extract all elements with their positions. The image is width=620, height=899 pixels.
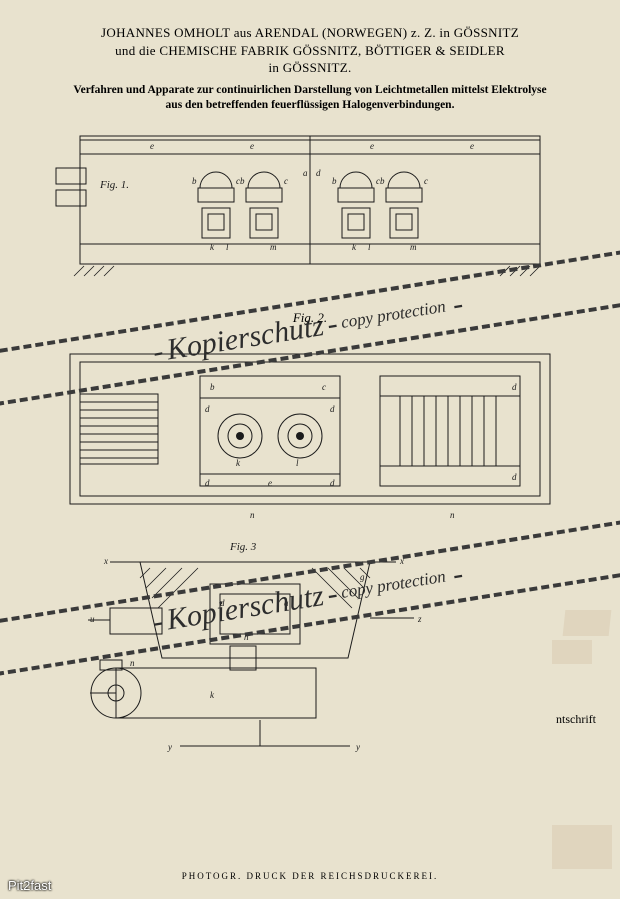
svg-text:b: b <box>332 176 337 186</box>
hdr-2b: CHEMISCHE FABRIK GÖSSNITZ, BÖTTIGER & SE… <box>159 43 505 58</box>
hdr-1c: ARENDAL (Norwegen) <box>255 25 411 40</box>
patent-subtitle: Verfahren und Apparate zur continuirlich… <box>30 83 590 114</box>
svg-text:y: y <box>355 742 360 752</box>
svg-text:k: k <box>236 458 241 468</box>
svg-text:d: d <box>330 404 335 414</box>
svg-text:n: n <box>450 510 455 520</box>
hdr-1b: aus <box>234 25 252 40</box>
text-fragment: ntschrift <box>556 712 596 727</box>
print-credit: PHOTOGR. DRUCK DER REICHSDRUCKEREI. <box>0 871 620 881</box>
svg-text:n: n <box>130 658 135 668</box>
patent-header: JOHANNES OMHOLT aus ARENDAL (Norwegen) z… <box>30 24 590 77</box>
svg-text:l: l <box>296 458 299 468</box>
fig2-caption: Fig. 2. <box>30 310 590 326</box>
svg-text:b: b <box>192 176 197 186</box>
svg-text:e: e <box>150 141 154 151</box>
svg-text:b: b <box>380 176 385 186</box>
figure-1-svg: e e e e Fig. 1. a d b c <box>50 128 570 298</box>
subtitle-line2: aus den betreffenden feuerflüssigen Halo… <box>30 98 590 114</box>
fig3-small-label: Fig. 3 <box>229 541 257 553</box>
svg-text:y: y <box>167 742 172 752</box>
hdr-1a: JOHANNES OMHOLT <box>101 25 234 40</box>
svg-text:k: k <box>210 690 215 700</box>
svg-text:e: e <box>470 141 474 151</box>
svg-text:Fig. 1.: Fig. 1. <box>99 179 129 191</box>
hdr-3a: in <box>268 60 279 75</box>
svg-text:z: z <box>417 614 422 624</box>
figure-1: e e e e Fig. 1. a d b c <box>50 128 570 298</box>
svg-text:d: d <box>220 598 225 608</box>
svg-text:d: d <box>316 168 321 178</box>
header-line-2: und die CHEMISCHE FABRIK GÖSSNITZ, BÖTTI… <box>30 42 590 60</box>
figure-3-svg: Fig. 3 x x g d a h u <box>70 538 430 768</box>
stain-3 <box>552 825 612 869</box>
hdr-1d: z. Z. in <box>411 25 450 40</box>
patent-page: JOHANNES OMHOLT aus ARENDAL (Norwegen) z… <box>0 0 620 899</box>
header-line-1: JOHANNES OMHOLT aus ARENDAL (Norwegen) z… <box>30 24 590 42</box>
svg-text:x: x <box>399 556 404 566</box>
subtitle-line1: Verfahren und Apparate zur continuirlich… <box>30 83 590 99</box>
header-line-3: in GÖSSNITZ. <box>30 59 590 77</box>
hdr-2a: und die <box>115 43 156 58</box>
svg-text:c: c <box>424 176 428 186</box>
svg-text:e: e <box>250 141 254 151</box>
svg-text:d: d <box>330 478 335 488</box>
svg-text:x: x <box>103 556 108 566</box>
figure-2-svg: b c d d k l d e d d d <box>50 336 570 526</box>
hdr-3b: GÖSSNITZ. <box>283 60 352 75</box>
svg-text:u: u <box>90 614 95 624</box>
figure-2: b c d d k l d e d d d <box>50 336 570 526</box>
svg-text:g: g <box>360 572 365 582</box>
svg-text:h: h <box>244 632 249 642</box>
stain-2 <box>552 640 592 664</box>
figure-3: Fig. 3 x x g d a h u <box>70 538 430 768</box>
svg-text:d: d <box>205 404 210 414</box>
svg-text:b: b <box>210 382 215 392</box>
svg-text:n: n <box>250 510 255 520</box>
stain-1 <box>563 610 612 636</box>
svg-text:d: d <box>512 382 517 392</box>
svg-text:b: b <box>240 176 245 186</box>
svg-text:d: d <box>205 478 210 488</box>
site-watermark: Pit2fast <box>8 878 51 893</box>
svg-text:c: c <box>322 382 326 392</box>
svg-text:c: c <box>284 176 288 186</box>
svg-text:d: d <box>512 472 517 482</box>
svg-text:e: e <box>370 141 374 151</box>
hdr-1e: GÖSSNITZ <box>454 25 519 40</box>
svg-text:a: a <box>284 598 289 608</box>
svg-text:a: a <box>303 168 308 178</box>
svg-text:e: e <box>268 478 272 488</box>
